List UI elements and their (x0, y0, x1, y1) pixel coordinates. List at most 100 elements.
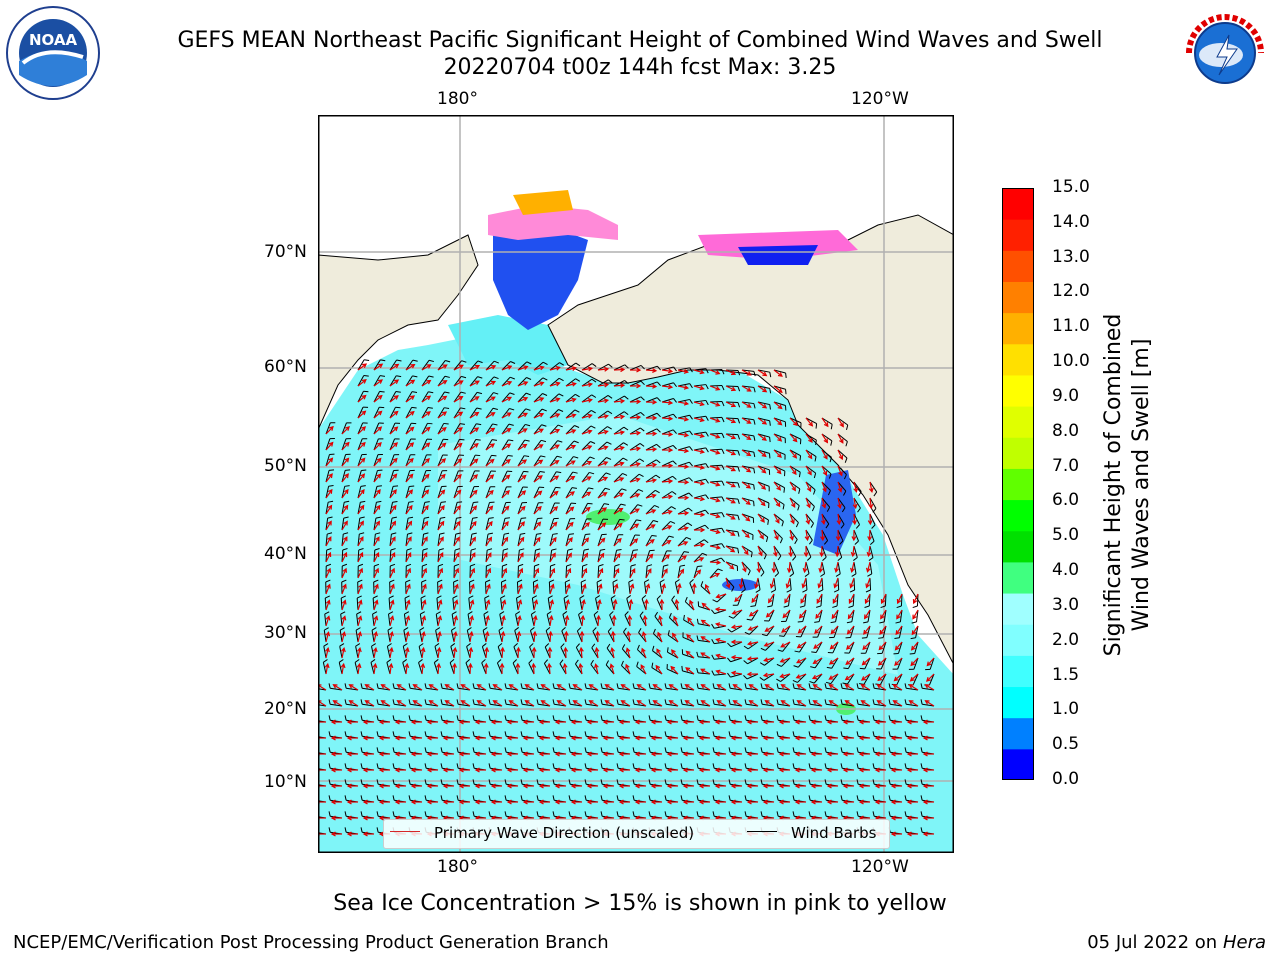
wave-direction-arrow (748, 641, 759, 645)
wave-arrow-head (823, 438, 829, 444)
wave-direction-arrow (837, 481, 842, 492)
wind-barb-tick (904, 747, 907, 753)
wind-barb-tick (504, 699, 507, 705)
wave-arrow-head (346, 751, 352, 757)
wave-direction-arrow (625, 664, 631, 675)
colorbar-segment (1002, 624, 1034, 656)
wind-barb (821, 433, 833, 442)
wind-barb (661, 460, 674, 467)
wind-barb-tick (632, 699, 635, 705)
wave-direction-arrow (389, 521, 396, 531)
wind-barb-tick (338, 659, 344, 663)
wave-direction-arrow (642, 632, 647, 643)
wave-direction-arrow (645, 584, 650, 595)
wave-direction-arrow (437, 474, 446, 483)
wave-arrow-head (426, 799, 432, 805)
wave-direction-arrow (341, 616, 346, 627)
wave-direction-arrow (357, 600, 362, 611)
wind-barb (565, 534, 570, 547)
wind-barb-tick (624, 611, 629, 616)
wave-direction-arrow (405, 552, 412, 563)
wave-arrow-head (751, 598, 757, 604)
wave-arrow-head (880, 614, 885, 620)
wave-direction-arrow (581, 430, 592, 435)
wave-arrow-head (730, 751, 736, 757)
wave-direction-arrow (589, 700, 599, 707)
wind-barb (677, 446, 690, 451)
wind-barb-tick (476, 407, 482, 410)
wind-barb-tick (688, 477, 693, 482)
wave-arrow-head (330, 719, 336, 725)
wind-barb-tick (374, 563, 380, 567)
wind-barb-tick (664, 747, 667, 753)
wind-barb-tick (525, 423, 531, 427)
wind-barb-tick (456, 747, 459, 753)
wind-barb (453, 391, 462, 403)
wind-barb-tick (721, 496, 725, 502)
wind-barb (341, 438, 347, 451)
wave-direction-arrow (789, 497, 796, 508)
wind-barb (898, 625, 903, 638)
wind-barb-tick (472, 517, 478, 519)
wave-direction-arrow (581, 367, 592, 371)
wind-barb-tick (824, 763, 827, 769)
wind-barb (506, 703, 519, 707)
wave-arrow-head (874, 767, 880, 773)
wind-barb-tick (814, 621, 820, 623)
wave-direction-arrow (829, 684, 839, 691)
wave-arrow-head (922, 719, 928, 725)
wave-arrow-head (842, 719, 848, 725)
wind-barb (442, 687, 455, 691)
wind-barb-tick (418, 643, 424, 647)
wave-direction-arrow (701, 636, 711, 643)
wind-barb (661, 475, 673, 483)
wind-barb-tick (912, 605, 918, 609)
wind-barb-tick (483, 611, 489, 615)
wave-direction-arrow (637, 684, 647, 691)
wind-barb (629, 550, 634, 563)
wind-barb-tick (392, 779, 395, 785)
wave-arrow-head (667, 368, 674, 374)
wind-barb-tick (536, 795, 539, 801)
wind-barb-tick (798, 472, 801, 478)
wind-barb-tick (904, 779, 907, 785)
wave-direction-arrow (781, 700, 791, 707)
wave-arrow-head (715, 465, 721, 471)
wind-legend-line (747, 831, 777, 832)
wave-direction-arrow (389, 616, 394, 627)
wind-barb-tick (769, 437, 771, 443)
wave-arrow-head (634, 719, 640, 725)
wind-barb (517, 439, 526, 451)
wind-barb (656, 598, 663, 611)
wave-arrow-head (410, 783, 416, 789)
wave-direction-arrow (325, 664, 329, 675)
wave-arrow-head (746, 783, 752, 789)
wave-direction-arrow (693, 481, 704, 485)
colorbar-tick-label: 9.0 (1052, 385, 1080, 406)
wave-direction-arrow (821, 481, 827, 492)
wind-barb (645, 489, 656, 499)
wave-direction-arrow (357, 584, 363, 595)
wave-arrow-head (506, 412, 512, 417)
wind-barb-tick (456, 516, 462, 519)
wave-arrow-head (826, 767, 832, 773)
wind-barb (405, 502, 410, 515)
wave-arrow-head (634, 735, 640, 741)
wind-barb (773, 401, 786, 406)
wind-barb-tick (358, 548, 364, 551)
sea-ice-band (488, 205, 618, 240)
wave-arrow-head (828, 700, 834, 705)
wind-barb (373, 422, 380, 435)
wind-barb (661, 398, 674, 403)
wind-barb (821, 529, 829, 541)
wave-arrow-head (506, 799, 512, 805)
wave-direction-arrow (533, 600, 538, 611)
wind-barb (405, 534, 408, 547)
wave-arrow-head (476, 684, 482, 689)
wave-arrow-head (806, 486, 812, 493)
wind-barb-tick (843, 490, 847, 496)
wind-barb (836, 593, 839, 607)
wave-direction-arrow (533, 459, 543, 467)
wave-arrow-head (487, 536, 493, 542)
wind-barb-tick (327, 532, 333, 535)
